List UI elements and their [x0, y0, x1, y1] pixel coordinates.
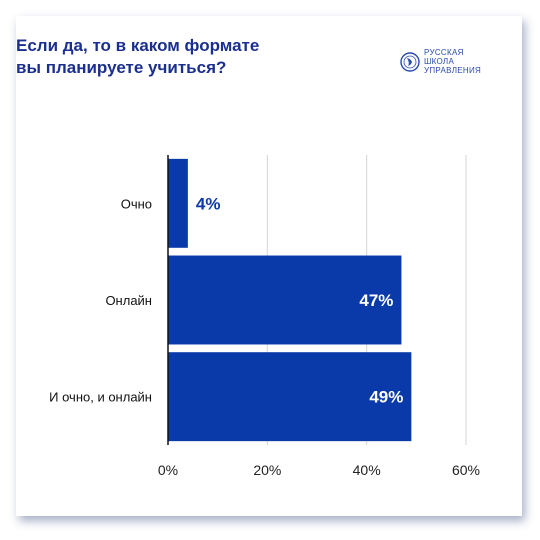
logo-text: РУССКАЯ ШКОЛА УПРАВЛЕНИЯ — [424, 48, 481, 75]
bar — [168, 255, 402, 345]
bar — [168, 158, 188, 248]
labels: 0% 20% 40% 60% Очно 4% Онлайн 47% И очно, и онла… — [49, 194, 480, 478]
bar — [168, 352, 412, 442]
bars — [168, 158, 412, 442]
logo: РУССКАЯ ШКОЛА УПРАВЛЕНИЯ — [400, 48, 481, 75]
x-tick-label: 40% — [353, 462, 381, 478]
value-label: 4% — [196, 194, 221, 213]
logo-line-2: ШКОЛА — [424, 57, 455, 66]
x-tick-label: 20% — [253, 462, 281, 478]
category-label: Очно — [121, 196, 152, 211]
logo-line-1: РУССКАЯ — [424, 48, 464, 57]
chart-title-line-2: вы планируете учиться? — [16, 58, 227, 77]
globe-seal-icon — [400, 51, 420, 72]
value-label: 47% — [359, 291, 393, 310]
chart-title: Если да, то в каком формате вы планирует… — [16, 35, 316, 79]
x-tick-label: 60% — [452, 462, 480, 478]
value-label: 49% — [369, 388, 403, 407]
category-label: И очно, и онлайн — [49, 390, 152, 405]
logo-line-3: УПРАВЛЕНИЯ — [424, 66, 482, 75]
chart-title-line-1: Если да, то в каком формате — [16, 36, 260, 55]
x-tick-label: 0% — [158, 462, 178, 478]
category-label: Онлайн — [105, 293, 152, 308]
